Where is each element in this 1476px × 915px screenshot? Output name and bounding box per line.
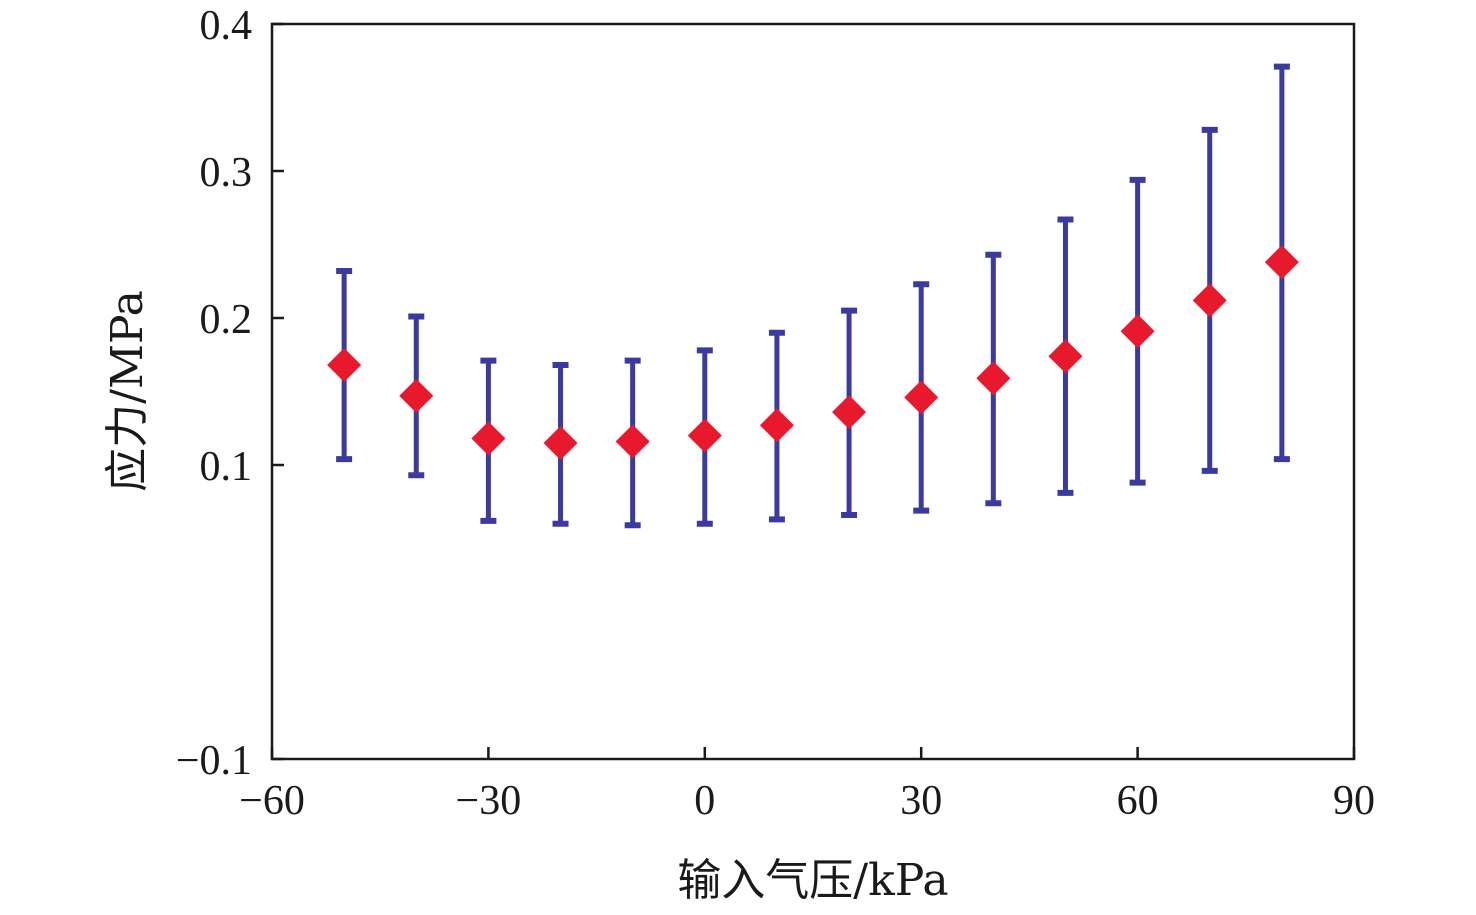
y-axis-title: 应力/MPa: [102, 290, 153, 492]
data-point: [327, 348, 362, 383]
data-point: [904, 380, 939, 415]
data-point: [1264, 245, 1299, 280]
data-point: [471, 421, 506, 456]
data-point: [1120, 314, 1155, 349]
plot-frame: [270, 22, 1356, 761]
y-tick-label: 0.4: [200, 3, 253, 49]
data-point: [976, 361, 1011, 396]
data-point: [1048, 339, 1083, 374]
data-point: [1192, 283, 1227, 318]
x-tick-label: −30: [456, 778, 522, 824]
y-axis: −0.1 0.1 0.2 0.3 0.4: [176, 3, 284, 784]
x-tick-label: −60: [239, 778, 305, 824]
data-points: [327, 245, 1299, 460]
error-bars: [336, 63, 1290, 529]
y-tick-label: 0.2: [200, 297, 253, 343]
data-point: [615, 424, 650, 459]
x-axis: −60 −30 0 30 60 90: [239, 747, 1375, 824]
x-tick-label: 90: [1333, 778, 1375, 824]
x-tick-label: 30: [900, 778, 942, 824]
data-point: [832, 395, 867, 430]
x-tick-label: 60: [1117, 778, 1159, 824]
y-tick-label: 0.1: [200, 444, 253, 490]
data-point: [543, 425, 578, 460]
x-tick-label: 0: [694, 778, 715, 824]
x-axis-title: 输入气压/kPa: [677, 855, 948, 906]
data-point: [687, 418, 722, 453]
y-tick-label: 0.3: [200, 150, 253, 196]
y-tick-label: −0.1: [176, 738, 252, 784]
data-point: [399, 378, 434, 413]
data-point: [759, 408, 794, 443]
